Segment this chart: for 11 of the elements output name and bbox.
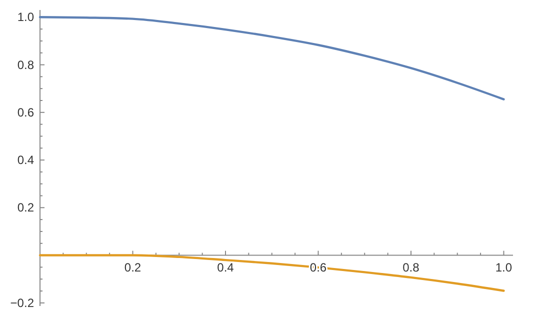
y-tick-label: 1.0 bbox=[17, 10, 34, 24]
x-tick-label: 0.8 bbox=[402, 260, 420, 274]
y-tick-label: 0.8 bbox=[17, 58, 34, 72]
y-tick-label: 0.6 bbox=[17, 105, 34, 120]
x-tick-label: 0.2 bbox=[124, 260, 142, 274]
y-tick-label: −0.2 bbox=[10, 296, 34, 310]
y-tick-label: 0.2 bbox=[17, 200, 34, 215]
y-tick-label: 0.4 bbox=[17, 153, 34, 168]
x-tick-label: 1.0 bbox=[495, 260, 512, 274]
line-series bbox=[38, 16, 505, 100]
x-tick-label: 0.4 bbox=[217, 260, 234, 274]
